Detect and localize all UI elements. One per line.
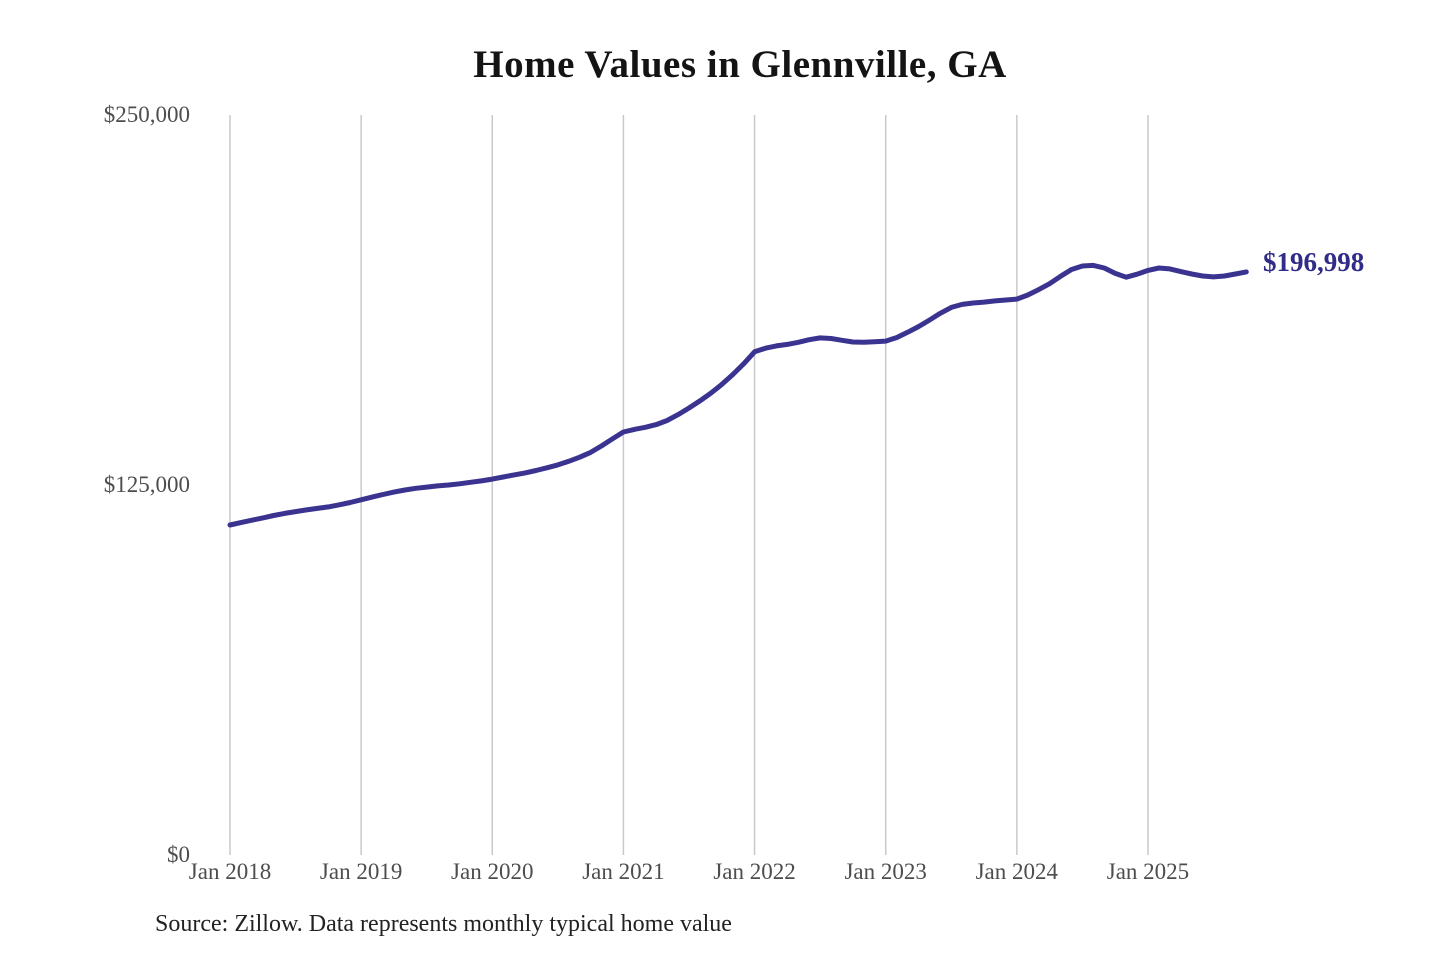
x-axis-tick-label: Jan 2023 — [844, 859, 927, 884]
chart-title: Home Values in Glennville, GA — [473, 43, 1007, 86]
source-note: Source: Zillow. Data represents monthly … — [155, 911, 732, 937]
x-axis-tick-label: Jan 2022 — [713, 859, 796, 884]
x-axis-tick-label: Jan 2025 — [1106, 859, 1190, 884]
y-axis-tick-label: $250,000 — [103, 102, 190, 127]
x-axis-tick-label: Jan 2020 — [451, 859, 534, 884]
x-axis-tick-label: Jan 2024 — [975, 859, 1059, 884]
x-axis-tick-label: Jan 2019 — [319, 859, 403, 884]
home-value-line — [227, 262, 1249, 528]
y-axis-tick-label: $0 — [167, 842, 190, 867]
y-axis-tick-label: $125,000 — [103, 472, 190, 497]
x-axis-tick-label: Jan 2018 — [188, 859, 272, 884]
gridline-group — [229, 115, 1149, 855]
latest-value-label: $196,998 — [1263, 247, 1365, 277]
x-axis-tick-label: Jan 2021 — [582, 859, 665, 884]
